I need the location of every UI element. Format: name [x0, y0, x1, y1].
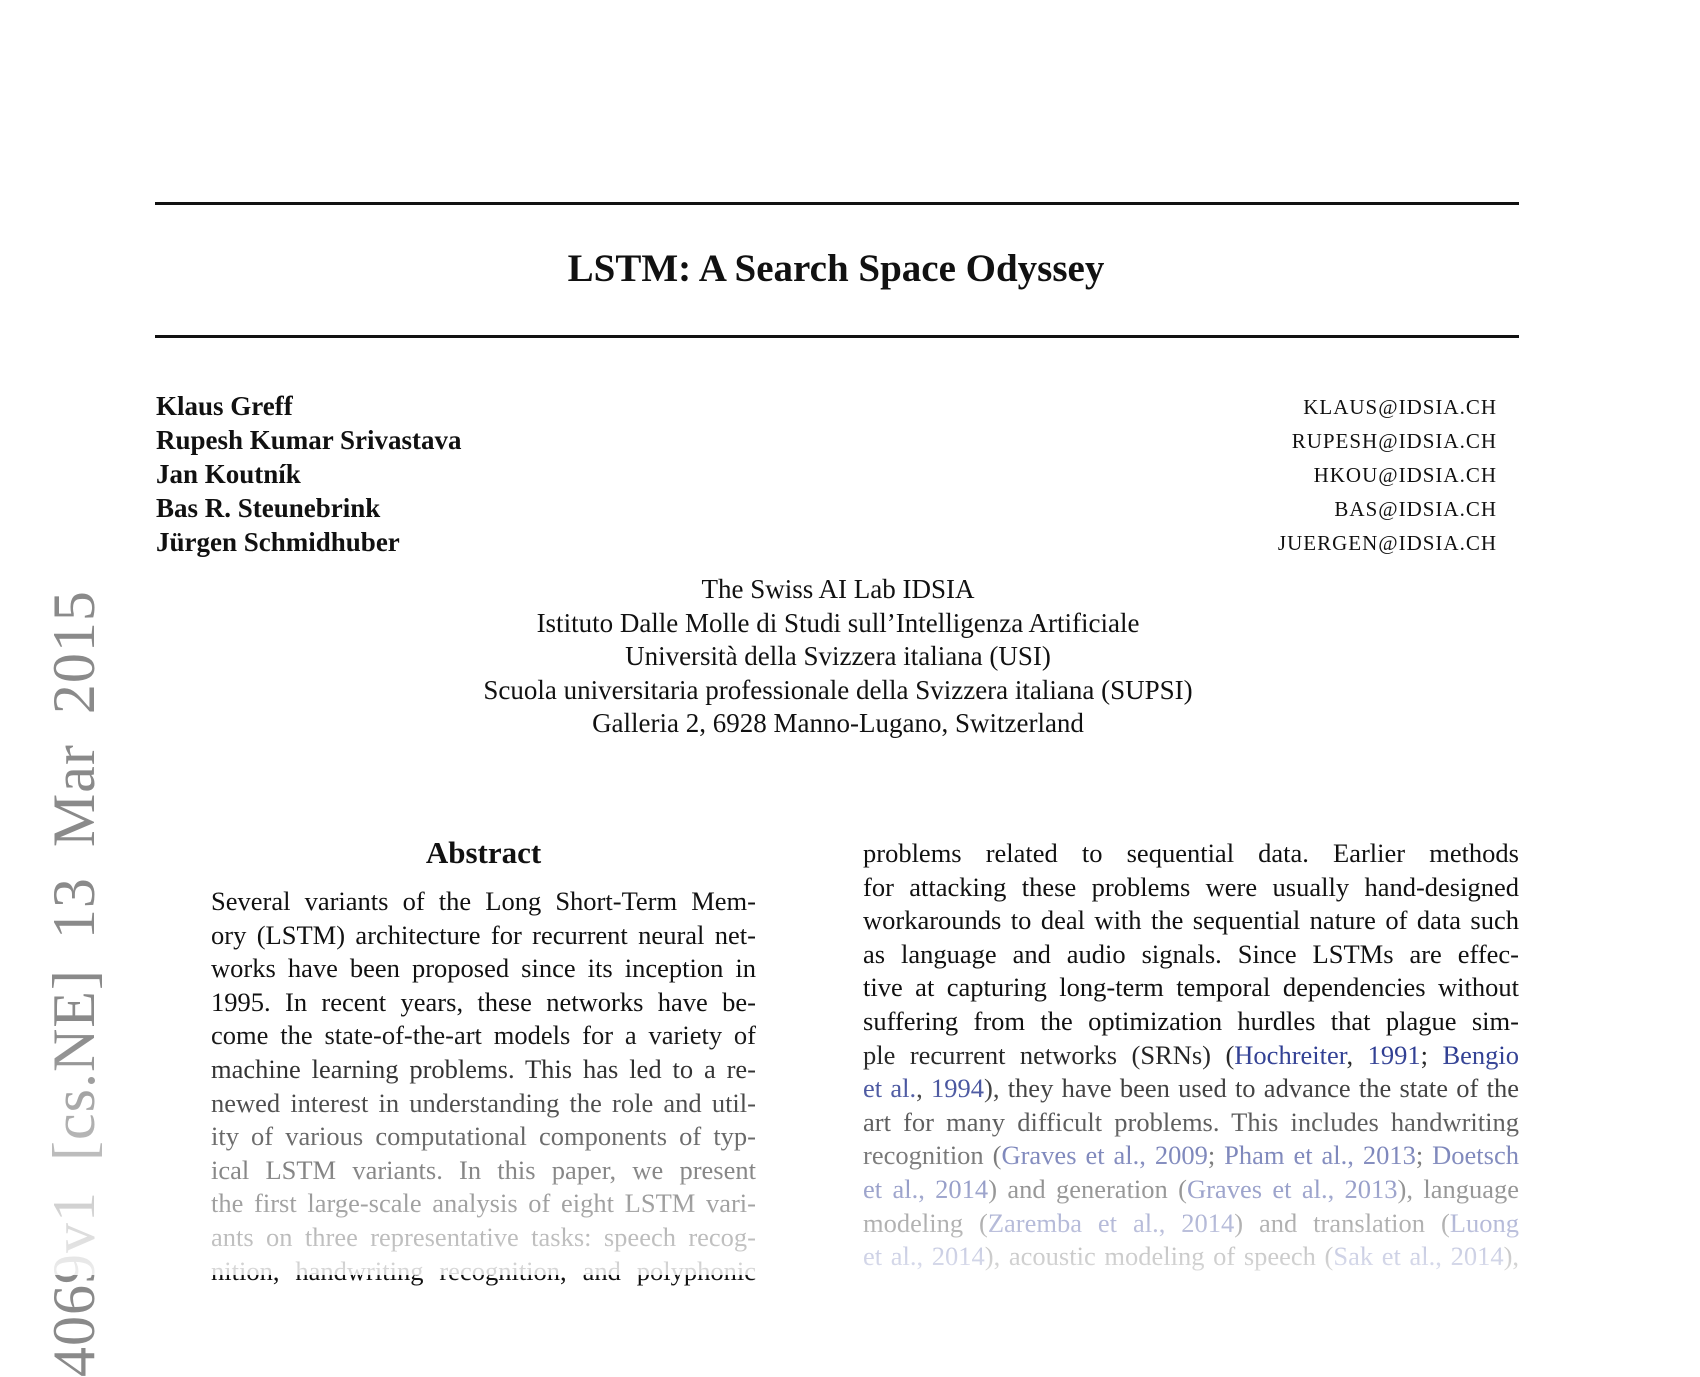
citation: et al., 2014: [863, 1174, 989, 1204]
abstract-line: ity of various computational components …: [211, 1121, 756, 1152]
author-name: Bas R. Steunebrink: [156, 493, 381, 523]
citation: et al., 2014: [863, 1241, 985, 1272]
text: art for many difficult problems. This in…: [863, 1106, 1519, 1137]
text-line: workarounds to deal with the sequential …: [863, 905, 1519, 936]
text: ) and generation (: [988, 1174, 1187, 1204]
author-name: Jan Koutník: [156, 459, 301, 489]
text: ,: [916, 1073, 931, 1104]
text: workarounds to deal with the sequential …: [863, 905, 1519, 936]
text: as language and audio signals. Since LST…: [863, 938, 1519, 969]
text: ,: [1346, 1039, 1368, 1070]
citation: Graves et al., 2013: [1186, 1174, 1398, 1204]
text: recognition (: [863, 1140, 1002, 1171]
text: ),: [1503, 1241, 1520, 1272]
text-line: suffering from the optimization hurdles …: [863, 1006, 1519, 1037]
affiliation-line: The Swiss AI Lab IDSIA: [701, 574, 975, 604]
affiliation-line: Istituto Dalle Molle di Studi sull’Intel…: [536, 607, 1140, 638]
text: ;: [1415, 1140, 1433, 1171]
author-email: BAS@IDSIA.CH: [1334, 497, 1497, 521]
author-name: Klaus Greff: [156, 391, 293, 421]
text: ), acoustic modeling of speech (: [984, 1241, 1334, 1272]
text: problems related to sequential data. Ear…: [863, 838, 1519, 868]
abstract-line: machine learning problems. This has led …: [211, 1054, 756, 1084]
abstract-line: the first large-scale analysis of eight …: [211, 1188, 756, 1219]
text: ), they have been used to advance the st…: [984, 1073, 1519, 1104]
top-rule: [155, 202, 1519, 205]
citation: 1994: [931, 1073, 984, 1104]
affiliation-line: Università della Svizzera italiana (USI): [625, 641, 1051, 672]
text-line: et al., 1994), they have been used to ad…: [863, 1073, 1519, 1104]
abstract-line: ical LSTM variants. In this paper, we pr…: [211, 1154, 756, 1185]
bottom-rule: [155, 335, 1519, 338]
text-line: as language and audio signals. Since LST…: [863, 939, 1519, 970]
citation: Graves et al., 2009: [1001, 1140, 1208, 1171]
abstract-line: Several variants of the Long Short-Term …: [211, 886, 756, 916]
citation: Sak et al., 2014: [1333, 1241, 1504, 1272]
text-line: ple recurrent networks (SRNs) (Hochreite…: [863, 1040, 1519, 1071]
abstract-line: newed interest in understanding the role…: [211, 1087, 756, 1118]
citation: 1991: [1367, 1039, 1421, 1070]
text-line: for attacking these problems were usuall…: [863, 872, 1519, 903]
citation: Zaremba et al., 2014: [987, 1207, 1235, 1238]
citation: Bengio: [1442, 1039, 1520, 1070]
author-name: Rupesh Kumar Srivastava: [156, 425, 462, 455]
text: for attacking these problems were usuall…: [863, 871, 1519, 902]
text-line: art for many difficult problems. This in…: [863, 1107, 1519, 1138]
text-line: modeling (Zaremba et al., 2014) and tran…: [863, 1208, 1519, 1239]
text: ), language: [1397, 1174, 1519, 1204]
text-line: problems related to sequential data. Ear…: [863, 838, 1519, 869]
author-email: HKOU@IDSIA.CH: [1313, 463, 1497, 487]
citation: et al.: [863, 1073, 917, 1104]
text: ;: [1207, 1140, 1225, 1171]
text-line: et al., 2014), acoustic modeling of spee…: [863, 1241, 1519, 1272]
abstract-line: ants on three representative tasks: spee…: [211, 1222, 756, 1252]
affiliation-line: Galleria 2, 6928 Manno-Lugano, Switzerla…: [592, 708, 1084, 739]
abstract-line: come the state-of-the-art models for a v…: [211, 1020, 756, 1051]
abstract-line: works have been proposed since its incep…: [211, 953, 756, 984]
affiliation-line: Scuola universitaria professionale della…: [483, 674, 1193, 705]
abstract-line: ory (LSTM) architecture for recurrent ne…: [211, 919, 756, 950]
text-line: recognition (Graves et al., 2009; Pham e…: [863, 1140, 1519, 1171]
text: ;: [1420, 1039, 1443, 1070]
page: 4069v1 [cs.NE] 13 Mar 2015 LSTM: A Searc…: [0, 202, 1700, 1377]
text: ple recurrent networks (SRNs) (: [863, 1039, 1235, 1070]
abstract-heading: Abstract: [425, 835, 542, 870]
text-line: tive at capturing long-term temporal dep…: [863, 972, 1519, 1003]
abstract-line: nition, handwriting recognition, and pol…: [211, 1255, 756, 1286]
author-email: KLAUS@IDSIA.CH: [1303, 395, 1497, 419]
text-line: et al., 2014) and generation (Graves et …: [863, 1174, 1519, 1205]
paper-title: LSTM: A Search Space Odyssey: [567, 247, 1105, 290]
citation: Doetsch: [1432, 1140, 1519, 1171]
text: suffering from the optimization hurdles …: [863, 1006, 1519, 1036]
text: tive at capturing long-term temporal dep…: [863, 972, 1519, 1003]
abstract-line: 1995. In recent years, these networks ha…: [211, 986, 756, 1017]
author-name: Jürgen Schmidhuber: [156, 527, 400, 557]
author-email: JUERGEN@IDSIA.CH: [1277, 531, 1497, 555]
author-email: RUPESH@IDSIA.CH: [1291, 429, 1497, 453]
text: ) and translation (: [1234, 1207, 1450, 1238]
text: modeling (: [863, 1207, 988, 1238]
citation: Luong: [1449, 1207, 1519, 1238]
citation: Pham et al., 2013: [1224, 1140, 1416, 1171]
citation: Hochreiter: [1234, 1039, 1347, 1070]
